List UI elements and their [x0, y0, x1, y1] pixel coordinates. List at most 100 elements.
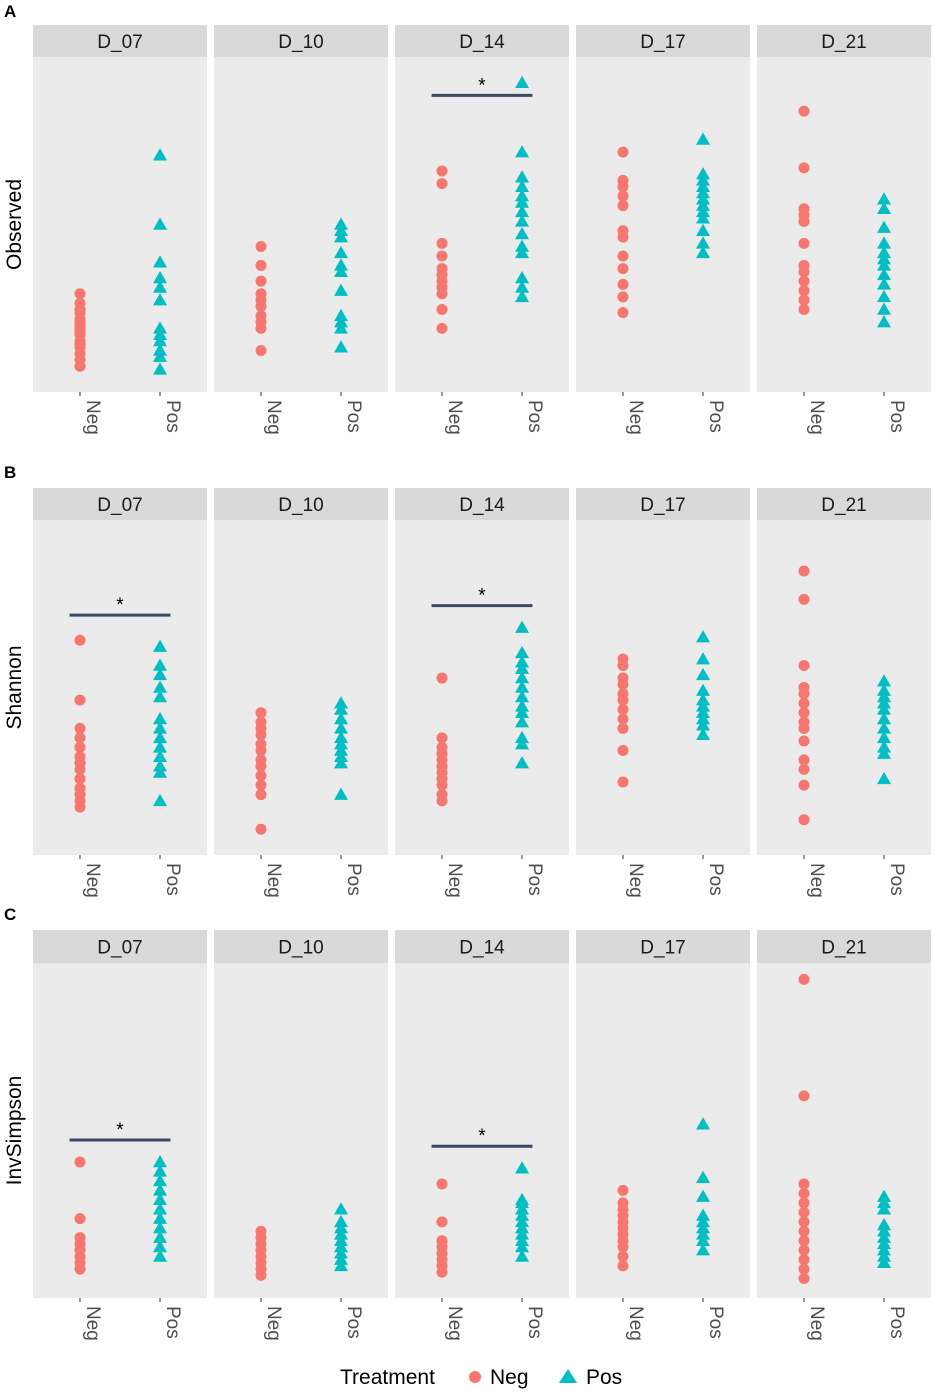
- data-point-pos: [334, 711, 349, 725]
- legend-title: Treatment: [340, 1366, 435, 1389]
- facet-strip: [395, 930, 569, 963]
- data-point-neg: [617, 722, 629, 734]
- data-point-pos: [334, 1221, 349, 1234]
- data-point-neg: [617, 1260, 629, 1272]
- panel-background: [214, 57, 388, 392]
- panel-background: [33, 963, 207, 1298]
- data-point-neg: [617, 744, 629, 756]
- data-point-neg: [798, 105, 810, 117]
- data-point-neg: [798, 285, 810, 297]
- data-point-neg: [74, 741, 86, 753]
- data-point-neg: [798, 735, 810, 747]
- data-point-pos: [877, 1195, 892, 1209]
- data-point-neg: [798, 973, 810, 985]
- data-point-pos: [153, 765, 168, 778]
- data-point-pos: [696, 652, 711, 665]
- data-point-pos: [153, 689, 168, 703]
- data-point-pos: [153, 1240, 168, 1253]
- data-point-pos: [153, 711, 168, 725]
- data-point-neg: [74, 1213, 86, 1225]
- data-point-neg: [436, 250, 448, 262]
- data-point-pos: [877, 740, 892, 753]
- data-point-pos: [153, 362, 168, 375]
- x-tick-label-pos: Pos: [705, 1306, 726, 1339]
- data-point-pos: [334, 1214, 349, 1228]
- data-point-pos: [877, 689, 892, 703]
- data-point-neg: [74, 1156, 86, 1168]
- data-point-pos: [515, 1202, 530, 1215]
- data-point-neg: [798, 1273, 810, 1285]
- legend-key-neg: [469, 1371, 481, 1383]
- data-point-pos: [877, 315, 892, 328]
- data-point-pos: [877, 1202, 892, 1215]
- x-tick-label-pos: Pos: [343, 400, 364, 433]
- data-point-neg: [617, 1250, 629, 1262]
- data-point-pos: [334, 1246, 349, 1259]
- x-tick-label-neg: Neg: [444, 400, 465, 435]
- facet-title: D_21: [821, 32, 866, 53]
- data-point-pos: [153, 1249, 168, 1262]
- data-point-pos: [153, 1211, 168, 1224]
- data-point-pos: [153, 721, 168, 734]
- data-point-neg: [617, 231, 629, 243]
- data-point-neg: [798, 763, 810, 775]
- x-tick-label-pos: Pos: [343, 1306, 364, 1339]
- data-point-neg: [617, 291, 629, 303]
- facet-strip: [576, 488, 750, 520]
- panel-background: [576, 520, 750, 855]
- data-point-pos: [696, 683, 711, 696]
- data-point-pos: [153, 1230, 168, 1243]
- data-point-pos: [696, 173, 711, 186]
- facet-title: D_10: [278, 495, 323, 516]
- x-tick-label-pos: Pos: [705, 863, 726, 896]
- x-tick-label-pos: Pos: [162, 1306, 183, 1339]
- data-point-neg: [798, 754, 810, 766]
- panel-background: [576, 963, 750, 1298]
- data-point-pos: [696, 223, 711, 237]
- data-point-pos: [153, 1154, 168, 1168]
- x-tick-label-pos: Pos: [524, 1306, 545, 1339]
- data-point-neg: [436, 779, 448, 791]
- data-point-pos: [696, 705, 711, 718]
- data-point-neg: [436, 732, 448, 744]
- data-point-neg: [436, 795, 448, 807]
- x-tick-label-neg: Neg: [625, 400, 646, 435]
- panel-background: [33, 57, 207, 392]
- panel-background: [576, 57, 750, 392]
- data-point-neg: [74, 634, 86, 646]
- data-point-neg: [617, 678, 629, 690]
- data-point-pos: [515, 671, 530, 684]
- facet-strip: [757, 25, 931, 57]
- data-point-neg: [436, 288, 448, 300]
- facet-strip: [757, 930, 931, 963]
- x-tick-label-neg: Neg: [625, 1306, 646, 1341]
- x-tick-label-neg: Neg: [263, 400, 284, 435]
- data-point-neg: [798, 659, 810, 671]
- data-point-pos: [334, 283, 349, 296]
- data-point-pos: [334, 315, 349, 328]
- legend-key-pos: [559, 1369, 577, 1383]
- data-point-pos: [696, 630, 711, 643]
- data-point-pos: [877, 702, 892, 715]
- data-point-pos: [153, 293, 168, 306]
- data-point-neg: [436, 237, 448, 249]
- data-point-pos: [877, 277, 892, 290]
- panel-label-B: B: [4, 463, 16, 482]
- data-point-pos: [334, 223, 349, 237]
- y-axis-label-invsimpson: InvSimpson: [3, 1076, 26, 1186]
- data-point-pos: [696, 699, 711, 712]
- data-point-neg: [617, 278, 629, 290]
- data-point-neg: [74, 360, 86, 372]
- data-point-pos: [515, 715, 530, 728]
- data-point-pos: [515, 195, 530, 208]
- data-point-pos: [515, 204, 530, 218]
- data-point-pos: [877, 1224, 892, 1237]
- facet-title: D_21: [821, 495, 866, 516]
- data-point-pos: [334, 321, 349, 334]
- data-point-pos: [515, 1161, 530, 1174]
- data-point-pos: [334, 245, 349, 259]
- x-tick-label-neg: Neg: [82, 1306, 103, 1341]
- x-tick-label-neg: Neg: [82, 863, 103, 898]
- data-point-pos: [515, 1208, 530, 1221]
- data-point-pos: [334, 258, 349, 271]
